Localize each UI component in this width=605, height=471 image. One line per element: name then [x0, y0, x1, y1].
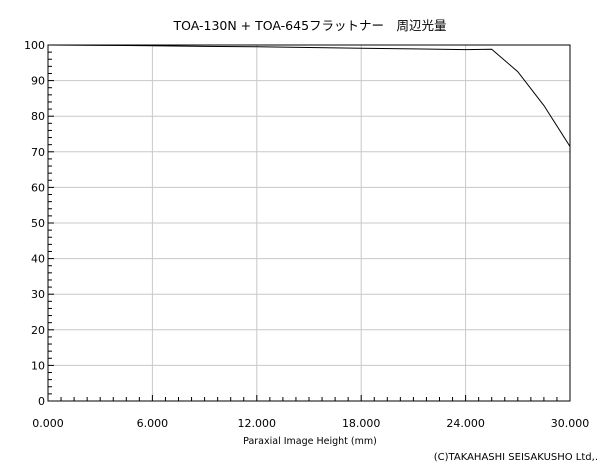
y-tick-label: 70	[31, 146, 45, 159]
x-tick-label: 24.000	[446, 417, 485, 430]
y-tick-label: 50	[31, 217, 45, 230]
series-line	[47, 44, 571, 147]
x-tick-label: 6.000	[137, 417, 169, 430]
y-tick-label: 10	[31, 359, 45, 372]
minor-ticks	[47, 44, 571, 402]
y-tick-label: 20	[31, 324, 45, 337]
y-tick-label: 40	[31, 253, 45, 266]
x-tick-label: 12.000	[238, 417, 277, 430]
x-tick-label: 30.000	[551, 417, 590, 430]
x-axis-label: Paraxial Image Height (mm)	[243, 436, 377, 447]
copyright-annotation: (C)TAKAHASHI SEISAKUSHO Ltd,.	[434, 452, 598, 463]
y-tick-label: 30	[31, 288, 45, 301]
x-tick-label: 0.000	[32, 417, 64, 430]
x-tick-labels: 0.000 6.000 12.000 18.000 24.000 30.000	[32, 417, 589, 430]
grid-lines	[47, 44, 571, 402]
y-tick-label: 90	[31, 75, 45, 88]
x-tick-label: 18.000	[342, 417, 381, 430]
y-tick-labels: 0 10 20 30 40 50 60 70 80 90 100	[24, 39, 45, 408]
y-tick-label: 0	[38, 395, 45, 408]
y-tick-label: 80	[31, 110, 45, 123]
chart-title: TOA-130N + TOA-645フラットナー 周辺光量	[172, 18, 446, 33]
y-tick-label: 100	[24, 39, 45, 52]
y-tick-label: 60	[31, 181, 45, 194]
